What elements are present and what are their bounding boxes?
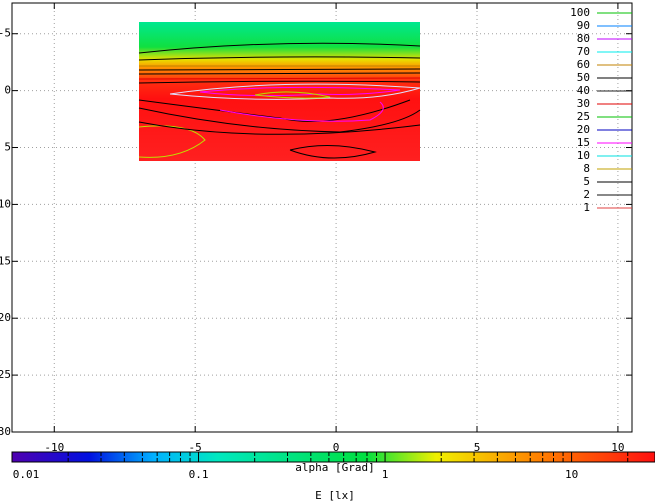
legend-label: 8 [583, 162, 590, 175]
colorbar-tick-label: 1 [382, 468, 389, 481]
legend-label: 2 [583, 188, 590, 201]
legend-label: 70 [577, 45, 590, 58]
legend-label: 100 [570, 6, 590, 19]
legend-label: 60 [577, 58, 590, 71]
y-tick-label: 30 [0, 425, 11, 438]
x-tick-label: -10 [44, 441, 64, 454]
legend-label: 5 [583, 175, 590, 188]
heatmap [139, 22, 420, 161]
y-tick-label: 15 [0, 254, 11, 267]
colorbar-tick-label: 0.1 [189, 468, 209, 481]
legend-label: 50 [577, 71, 590, 84]
x-tick-label: 10 [611, 441, 624, 454]
legend-label: 40 [577, 84, 590, 97]
legend-label: 30 [577, 97, 590, 110]
colorbar-tick-label: 10 [565, 468, 578, 481]
legend-label: 20 [577, 123, 590, 136]
legend-label: 90 [577, 19, 590, 32]
y-tick-label: 10 [0, 197, 11, 210]
y-tick-label: 5 [4, 141, 11, 154]
legend-label: 10 [577, 149, 590, 162]
y-tick-label: -5 [0, 27, 11, 40]
x-tick-label: 0 [333, 441, 340, 454]
x-tick-label: -5 [189, 441, 202, 454]
contour-map [138, 22, 421, 161]
y-tick-label: 0 [4, 84, 11, 97]
legend-label: 15 [577, 136, 590, 149]
colorbar-tick-label: 0.01 [13, 468, 40, 481]
legend-label: 1 [583, 201, 590, 214]
contour-lines [138, 42, 421, 159]
y-tick-label: 20 [0, 311, 11, 324]
x-axis-label: alpha [Grad] [295, 461, 374, 474]
legend-label: 25 [577, 110, 590, 123]
y-tick-label: 25 [0, 368, 11, 381]
x-tick-label: 5 [474, 441, 481, 454]
plot-frame [11, 2, 633, 433]
colorbar-label: E [lx] [315, 489, 355, 502]
legend-label: 80 [577, 32, 590, 45]
